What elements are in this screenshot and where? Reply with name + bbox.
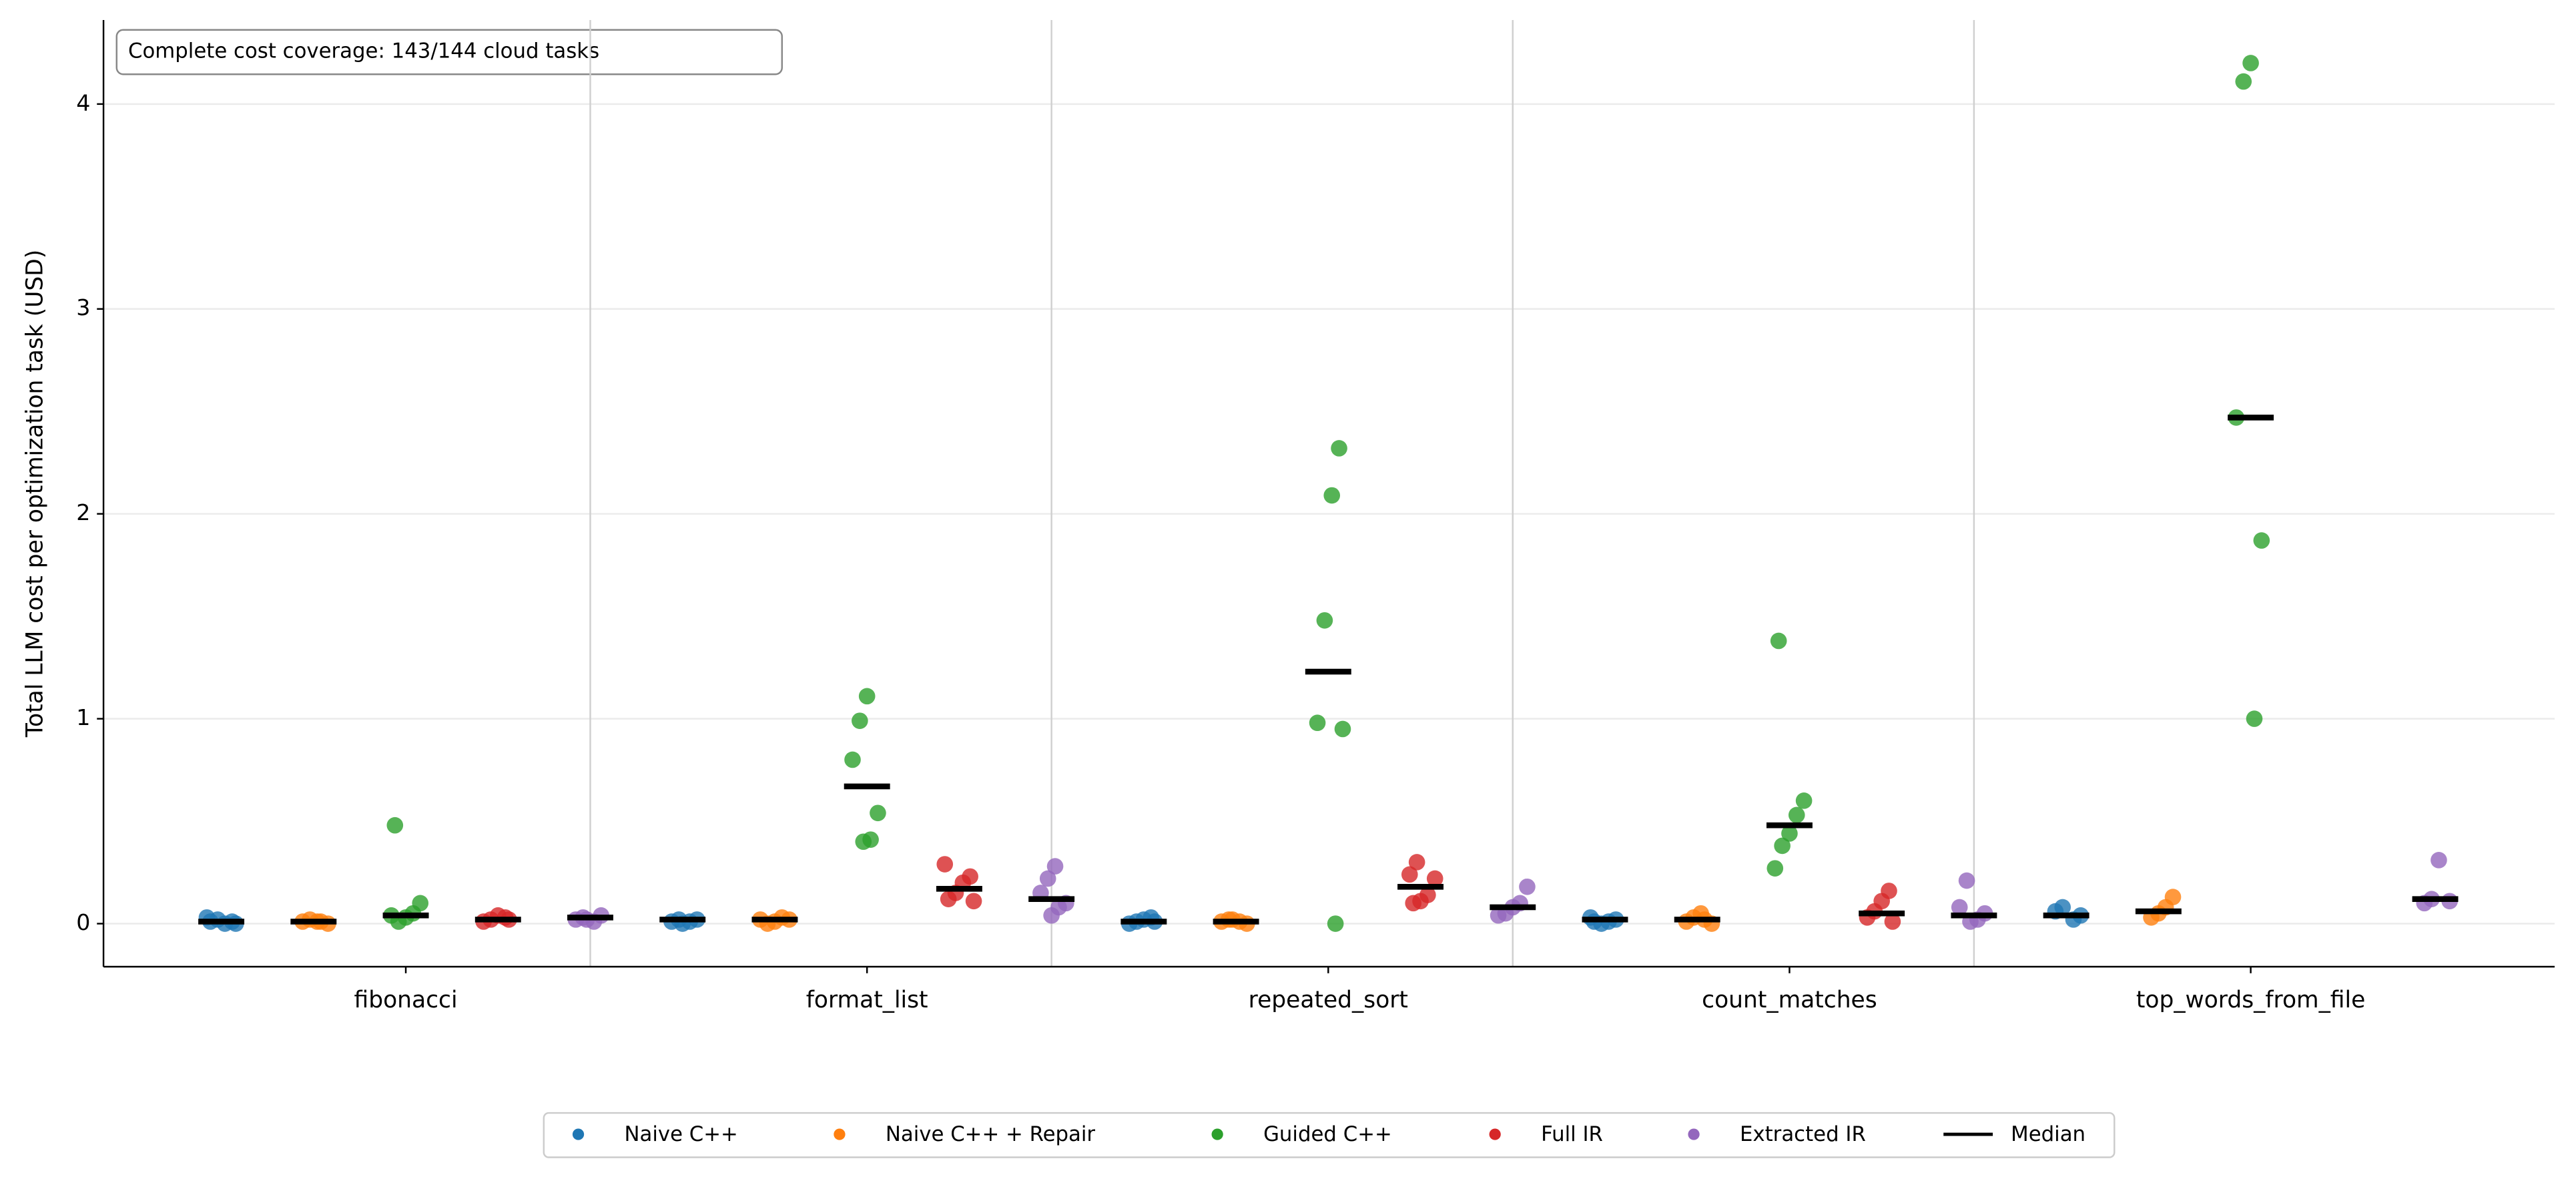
point <box>1309 714 1326 732</box>
point <box>1766 860 1784 877</box>
point <box>1323 487 1341 504</box>
legend-label: Naive C++ + Repair <box>886 1122 1096 1146</box>
legend-marker <box>1688 1128 1700 1140</box>
point <box>1316 612 1333 629</box>
y-tick-label: 3 <box>76 294 90 320</box>
point <box>386 816 404 834</box>
point <box>870 804 886 822</box>
y-tick-label: 4 <box>76 89 90 115</box>
x-tick-label: format_list <box>806 987 928 1013</box>
point <box>1781 825 1798 842</box>
y-tick-label: 2 <box>76 499 90 525</box>
point <box>1401 866 1418 883</box>
y-tick-label: 0 <box>76 909 90 935</box>
point <box>1795 792 1813 809</box>
x-tick-label: fibonacci <box>354 987 458 1013</box>
legend-marker <box>1489 1128 1501 1140</box>
point <box>852 712 868 729</box>
legend-label: Median <box>2011 1122 2085 1146</box>
point <box>1405 895 1422 912</box>
legend-label: Naive C++ <box>624 1122 737 1146</box>
point <box>1958 872 1975 889</box>
point <box>1519 878 1536 895</box>
legend-marker <box>1211 1128 1223 1140</box>
point <box>936 856 954 873</box>
point <box>2235 73 2252 90</box>
point <box>1039 870 1056 887</box>
x-tick-label: count_matches <box>1702 987 1877 1013</box>
annotation: Complete cost coverage: 143/144 cloud ta… <box>128 39 599 63</box>
point <box>844 751 861 768</box>
point <box>1043 907 1060 924</box>
point <box>855 833 872 851</box>
point <box>1334 720 1351 738</box>
point <box>1408 854 1425 871</box>
point <box>1426 870 1443 887</box>
legend-marker <box>834 1128 846 1140</box>
point <box>2242 55 2259 71</box>
point <box>2246 710 2263 727</box>
y-axis-label: Total LLM cost per optimization task (US… <box>22 250 49 738</box>
legend-label: Guided C++ <box>1263 1122 1392 1146</box>
point <box>1774 837 1791 855</box>
point <box>858 688 876 705</box>
point <box>1327 915 1344 932</box>
annotation-box <box>115 29 783 75</box>
legend-marker <box>572 1128 585 1140</box>
point <box>1788 806 1805 824</box>
point <box>1490 907 1507 924</box>
point <box>965 893 982 910</box>
point <box>1884 913 1901 930</box>
point <box>940 891 957 907</box>
point <box>2253 532 2270 549</box>
point <box>2431 852 2447 869</box>
y-tick-label: 1 <box>76 704 90 730</box>
point <box>1046 858 1064 875</box>
legend-label: Full IR <box>1541 1122 1603 1146</box>
x-tick-label: repeated_sort <box>1249 987 1408 1013</box>
point <box>1331 440 1347 457</box>
point <box>1951 899 1968 916</box>
x-tick-label: top_words_from_file <box>2136 987 2365 1013</box>
point <box>1770 632 1787 650</box>
legend-label: Extracted IR <box>1740 1122 1866 1146</box>
legend-box <box>543 1112 2116 1158</box>
